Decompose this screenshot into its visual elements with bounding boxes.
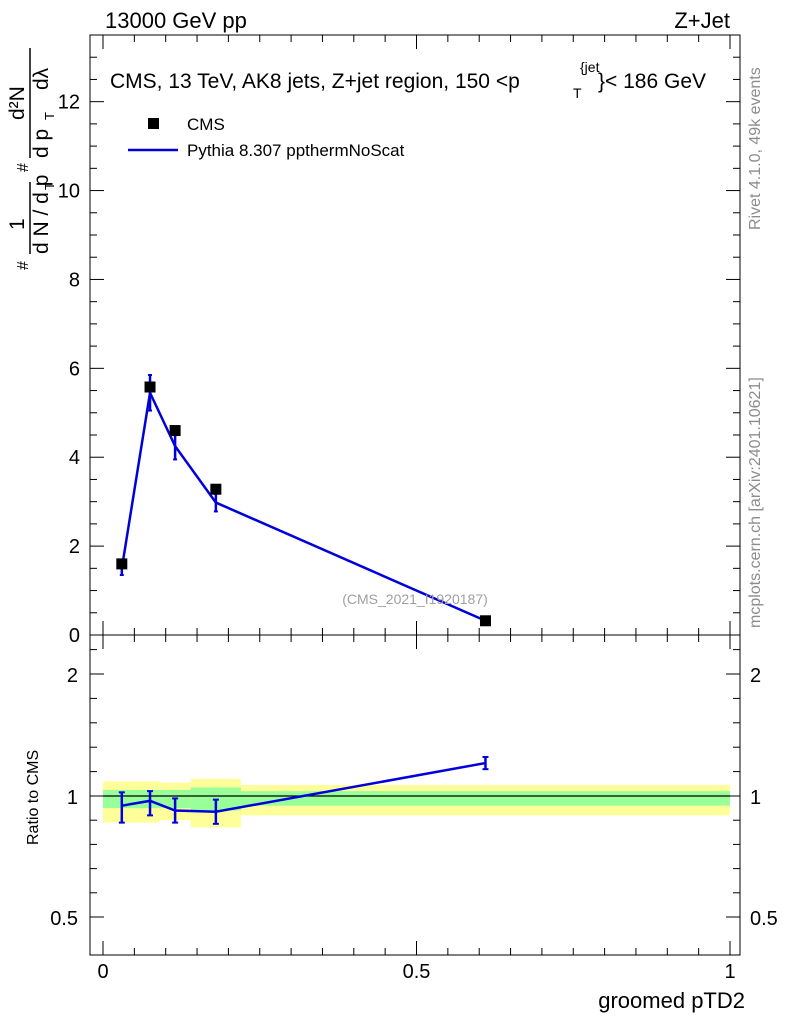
rivet-label: Rivet 4.1.0, 49k events <box>747 67 764 230</box>
cms-data-point <box>479 615 491 627</box>
main-series <box>116 374 491 627</box>
ratio-tick-label-left: 2 <box>67 665 78 687</box>
cms-data-point <box>144 381 156 393</box>
ratio-tick-label-right: 0.5 <box>750 908 778 930</box>
cms-data-point <box>116 558 128 570</box>
y-tick-label: 10 <box>58 181 80 203</box>
main-y-ticks: 0 2 4 6 8 10 12 <box>58 56 740 647</box>
y-tick-label: 6 <box>69 358 80 380</box>
ratio-plot-frame <box>89 634 741 956</box>
x-tick-label: 0 <box>97 961 108 983</box>
ratio-tick-label-left: 1 <box>67 787 78 809</box>
y-label-hash: # <box>15 261 32 270</box>
x-axis-ticks: 0 0.5 1 <box>97 35 736 983</box>
y-label-dN: d N / d p <box>30 175 53 254</box>
y-tick-label: 2 <box>69 536 80 558</box>
y-label-hash2: # <box>15 163 32 172</box>
ratio-tick-label-right: 2 <box>750 665 761 687</box>
plot-title-before: CMS, 13 TeV, AK8 jets, Z+jet region, 150… <box>110 70 520 93</box>
plot-title-sub: T <box>573 85 582 101</box>
x-tick-label: 1 <box>724 961 735 983</box>
y-label-dpT: d p <box>30 129 53 158</box>
ratio-plot-panel: 0.5 0.5 1 1 2 2 <box>50 634 778 956</box>
y-label-d2N: d²N <box>6 86 29 120</box>
mcplots-label: mcplots.cern.ch [arXiv:2401.10621] <box>747 377 764 628</box>
x-axis-label: groomed pTD2 <box>598 988 745 1013</box>
y-axis-label: # 1 d N / d p T # d²N d p T dλ <box>6 48 57 270</box>
plot-title: CMS, 13 TeV, AK8 jets, Z+jet region, 150… <box>110 70 520 93</box>
y-label-one: 1 <box>6 218 29 230</box>
cms-data-point <box>210 483 222 495</box>
ratio-y-axis-label: Ratio to CMS <box>25 750 42 845</box>
y-tick-label: 8 <box>69 269 80 291</box>
y-tick-label: 4 <box>69 447 80 469</box>
y-tick-label: 0 <box>69 625 80 647</box>
header-right-title: Z+Jet <box>674 8 730 33</box>
ratio-tick-label-left: 0.5 <box>50 908 78 930</box>
watermark: (CMS_2021_I1920187) <box>342 591 488 607</box>
y-tick-label: 12 <box>58 92 80 114</box>
ratio-tick-label-right: 1 <box>750 787 761 809</box>
y-label-T1: T <box>42 182 57 190</box>
legend-cms-label: CMS <box>187 115 225 134</box>
y-label-dl: dλ <box>30 67 53 90</box>
legend-cms-marker <box>148 118 159 129</box>
plot-title-sup: {jet <box>580 59 600 75</box>
header-left-title: 13000 GeV pp <box>105 8 247 33</box>
plot-title-after: }< 186 GeV <box>598 70 706 93</box>
x-tick-label: 0.5 <box>403 961 431 983</box>
ratio-band-inner-0 <box>103 789 135 809</box>
cms-data-point <box>169 425 181 437</box>
y-label-T2: T <box>42 112 57 120</box>
main-plot-panel: 0 2 4 6 8 10 12 CMS, 13 TeV, AK8 jets, Z+jet r… <box>58 34 741 647</box>
ratio-series <box>118 755 489 825</box>
ratio-y-ticks: 0.5 0.5 1 1 2 2 <box>50 649 778 930</box>
ratio-bands <box>103 778 730 828</box>
ratio-band-inner-1 <box>134 789 160 809</box>
ratio-band-inner-4 <box>240 791 730 806</box>
legend-pythia-label: Pythia 8.307 ppthermNoScat <box>187 141 405 160</box>
